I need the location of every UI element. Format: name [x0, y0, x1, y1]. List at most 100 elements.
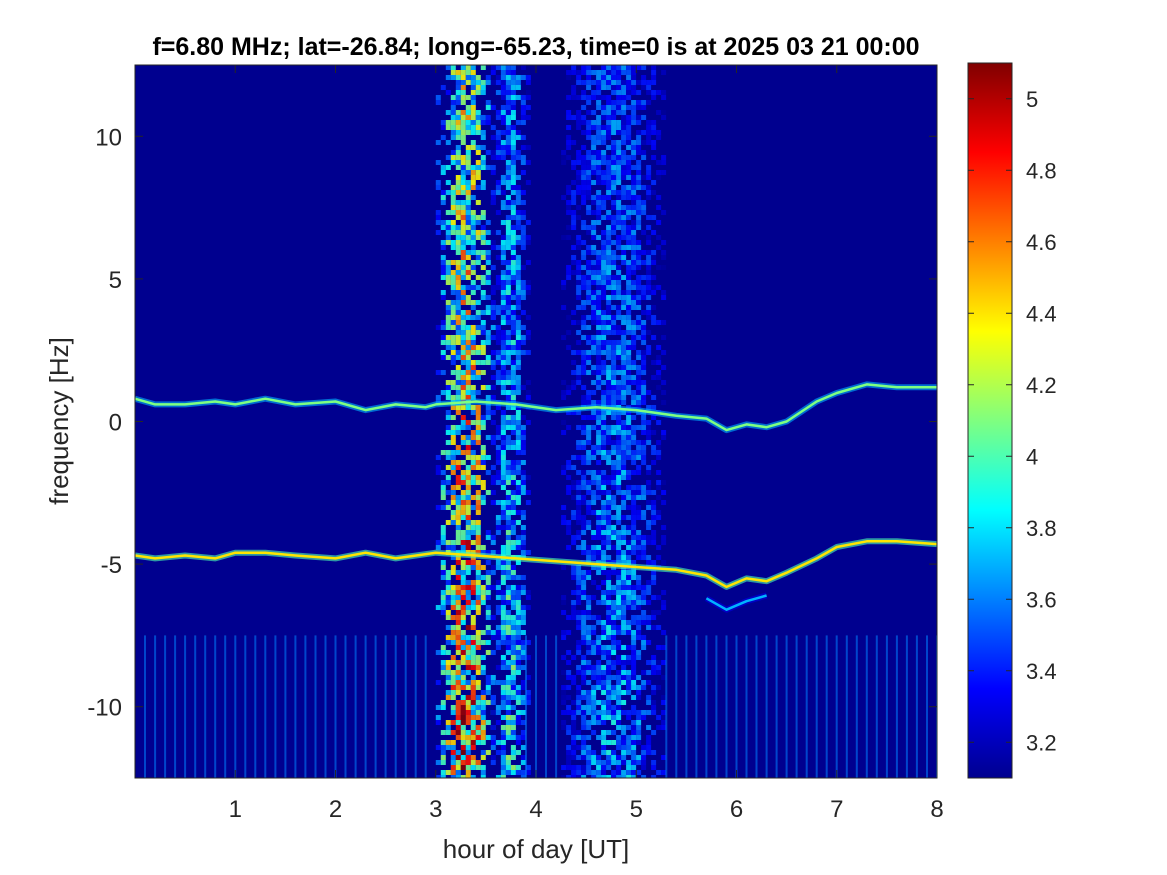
- noise-cell: [455, 730, 461, 735]
- noise-cell: [490, 310, 496, 315]
- noise-cell: [631, 80, 637, 85]
- noise-cell: [626, 320, 632, 325]
- noise-cell: [621, 625, 627, 630]
- noise-cell: [470, 600, 476, 605]
- noise-cell: [576, 485, 582, 490]
- noise-cell: [646, 140, 652, 145]
- noise-cell: [480, 180, 486, 185]
- noise-cell: [626, 135, 632, 140]
- noise-cell: [475, 740, 481, 745]
- noise-cell: [470, 720, 476, 725]
- noise-cell: [606, 625, 612, 630]
- noise-cell: [606, 395, 612, 400]
- comb-line: [835, 635, 838, 778]
- noise-cell: [465, 315, 471, 320]
- noise-cell: [500, 660, 506, 665]
- noise-cell: [636, 495, 642, 500]
- noise-cell: [500, 685, 506, 690]
- noise-cell: [505, 650, 511, 655]
- noise-cell: [581, 170, 587, 175]
- noise-cell: [500, 360, 506, 365]
- noise-cell: [606, 600, 612, 605]
- noise-cell: [596, 640, 602, 645]
- noise-cell: [576, 80, 582, 85]
- noise-cell: [606, 285, 612, 290]
- noise-cell: [480, 565, 486, 570]
- noise-cell: [455, 480, 461, 485]
- noise-cell: [465, 200, 471, 205]
- noise-cell: [601, 175, 607, 180]
- noise-cell: [470, 185, 476, 190]
- noise-cell: [445, 610, 451, 615]
- noise-cell: [631, 425, 637, 430]
- noise-cell: [581, 540, 587, 545]
- noise-cell: [490, 695, 496, 700]
- noise-cell: [596, 415, 602, 420]
- noise-cell: [636, 725, 642, 730]
- noise-cell: [596, 685, 602, 690]
- noise-cell: [450, 640, 456, 645]
- noise-cell: [596, 675, 602, 680]
- noise-cell: [636, 550, 642, 555]
- noise-cell: [510, 730, 516, 735]
- noise-cell: [601, 155, 607, 160]
- noise-cell: [480, 345, 486, 350]
- noise-cell: [621, 610, 627, 615]
- noise-cell: [616, 470, 622, 475]
- noise-cell: [581, 440, 587, 445]
- comb-line: [715, 635, 718, 778]
- noise-cell: [505, 720, 511, 725]
- noise-cell: [450, 190, 456, 195]
- noise-cell: [515, 605, 521, 610]
- noise-cell: [626, 675, 632, 680]
- noise-cell: [596, 680, 602, 685]
- noise-cell: [591, 165, 597, 170]
- noise-cell: [616, 770, 622, 775]
- noise-cell: [561, 465, 567, 470]
- noise-cell: [651, 655, 657, 660]
- noise-cell: [465, 125, 471, 130]
- noise-cell: [505, 180, 511, 185]
- noise-cell: [641, 550, 647, 555]
- noise-cell: [621, 135, 627, 140]
- noise-cell: [445, 615, 451, 620]
- noise-cell: [475, 490, 481, 495]
- comb-line: [855, 635, 858, 778]
- noise-cell: [656, 355, 662, 360]
- noise-cell: [636, 90, 642, 95]
- noise-cell: [455, 165, 461, 170]
- noise-cell: [520, 545, 526, 550]
- comb-line: [364, 635, 367, 778]
- noise-cell: [460, 255, 466, 260]
- noise-cell: [611, 360, 617, 365]
- noise-cell: [626, 330, 632, 335]
- noise-cell: [641, 75, 647, 80]
- noise-cell: [495, 340, 501, 345]
- noise-cell: [651, 415, 657, 420]
- noise-cell: [626, 365, 632, 370]
- noise-cell: [450, 470, 456, 475]
- noise-cell: [656, 375, 662, 380]
- noise-cell: [465, 95, 471, 100]
- noise-cell: [500, 420, 506, 425]
- noise-cell: [495, 520, 501, 525]
- noise-cell: [480, 265, 486, 270]
- noise-cell: [435, 465, 441, 470]
- noise-cell: [621, 645, 627, 650]
- noise-cell: [611, 90, 617, 95]
- noise-cell: [525, 695, 531, 700]
- noise-cell: [596, 670, 602, 675]
- noise-cell: [460, 115, 466, 120]
- noise-cell: [611, 275, 617, 280]
- noise-cell: [636, 650, 642, 655]
- noise-cell: [445, 165, 451, 170]
- noise-cell: [571, 710, 577, 715]
- noise-cell: [601, 325, 607, 330]
- noise-cell: [586, 425, 592, 430]
- noise-cell: [490, 440, 496, 445]
- noise-cell: [435, 140, 441, 145]
- noise-cell: [646, 440, 652, 445]
- noise-cell: [465, 435, 471, 440]
- noise-cell: [490, 200, 496, 205]
- noise-cell: [520, 135, 526, 140]
